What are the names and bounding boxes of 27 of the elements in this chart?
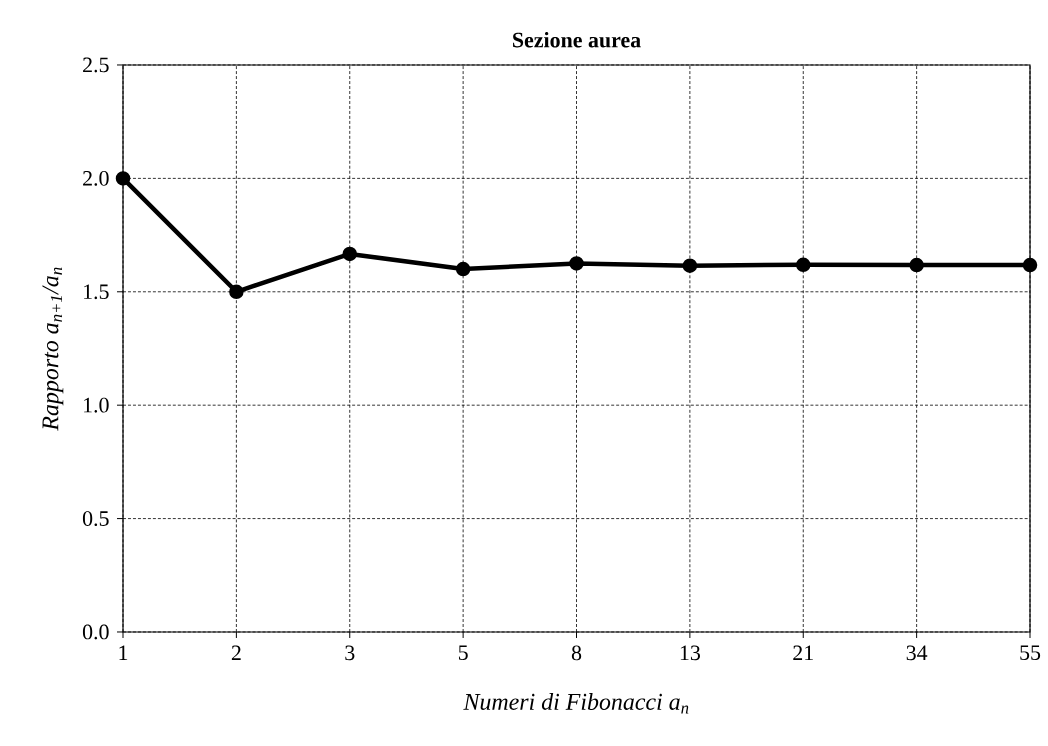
x-tick-label: 21 — [793, 645, 813, 660]
y-axis-title: Rapporto a$_{n+1}$/a$_{n}$ — [42, 267, 64, 431]
point — [1022, 257, 1038, 273]
y-tick-label: 2.5 — [83, 57, 109, 73]
y-tick-label: 1.0 — [84, 397, 109, 413]
x-tick-label: 8 — [571, 645, 582, 661]
x-axis-title: Numeri di Fibonacci a$_{n}$ — [463, 693, 689, 714]
y-tick-label: 0.5 — [82, 511, 109, 527]
point — [909, 257, 924, 273]
point — [569, 256, 584, 271]
y-tick-label: 0.0 — [82, 624, 109, 640]
x-tick-label: 1 — [119, 645, 128, 660]
x-tick-label: 2 — [231, 645, 241, 660]
point — [342, 246, 358, 262]
point — [796, 257, 811, 273]
chart-title: Sezione aurea — [513, 32, 641, 48]
y-tick-label: 2.0 — [83, 170, 109, 186]
x-tick-label: 55 — [1020, 645, 1041, 661]
point — [455, 261, 471, 277]
y-tick-label: 1.5 — [84, 284, 109, 300]
point — [229, 284, 244, 300]
x-tick-label: 13 — [680, 645, 700, 661]
x-tick-label: 3 — [345, 645, 355, 661]
x-tick-label: 34 — [906, 645, 928, 661]
x-tick-label: 5 — [458, 645, 468, 661]
point — [682, 258, 698, 273]
point — [115, 171, 131, 186]
